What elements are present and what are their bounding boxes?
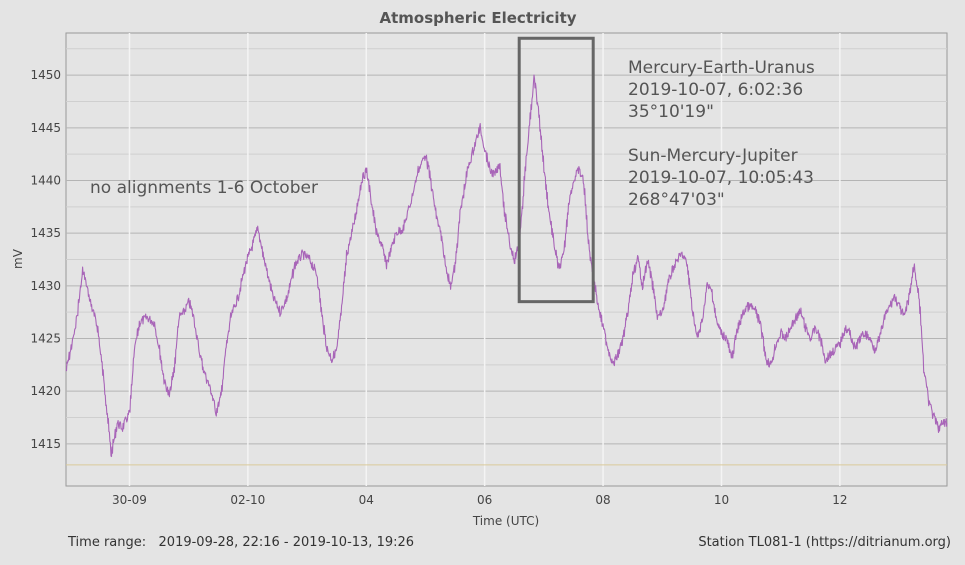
x-tick-label: 12 (832, 493, 847, 507)
annotation-no-alignments: no alignments 1-6 October (90, 178, 318, 198)
time-range-label: Time range: 2019-09-28, 22:16 - 2019-10-… (68, 535, 415, 550)
y-tick-label: 1445 (30, 121, 61, 135)
station-label: Station TL081-1 (https://ditrianum.org) (698, 535, 951, 550)
highlight-box (517, 36, 595, 304)
annotation-alignment-line: 268°47'03" (628, 190, 725, 210)
x-tick-label: 08 (595, 493, 610, 507)
y-axis-label: mV (11, 248, 25, 269)
x-tick-label: 02-10 (230, 493, 265, 507)
x-tick-label: 04 (359, 493, 374, 507)
series-line (65, 74, 948, 458)
x-tick-label: 10 (714, 493, 729, 507)
annotation-alignment-line: 2019-10-07, 6:02:36 (628, 80, 803, 100)
y-tick-label: 1435 (30, 226, 61, 240)
annotation-alignment-line: Sun-Mercury-Jupiter (628, 146, 798, 166)
y-tick-label: 1450 (30, 68, 61, 82)
annotation-alignment-line: Mercury-Earth-Uranus (628, 58, 815, 78)
y-tick-label: 1425 (30, 332, 61, 346)
y-tick-label: 1440 (30, 173, 61, 187)
x-axis-label: Time (UTC) (472, 514, 539, 528)
chart-title: Atmospheric Electricity (379, 9, 576, 27)
x-tick-label: 06 (477, 493, 492, 507)
annotation-alignment-line: 35°10'19" (628, 102, 714, 122)
y-tick-label: 1430 (30, 279, 61, 293)
annotation-alignment-line: 2019-10-07, 10:05:43 (628, 168, 814, 188)
y-tick-label: 1420 (30, 384, 61, 398)
y-tick-label: 1415 (30, 437, 61, 451)
x-tick-label: 30-09 (112, 493, 147, 507)
